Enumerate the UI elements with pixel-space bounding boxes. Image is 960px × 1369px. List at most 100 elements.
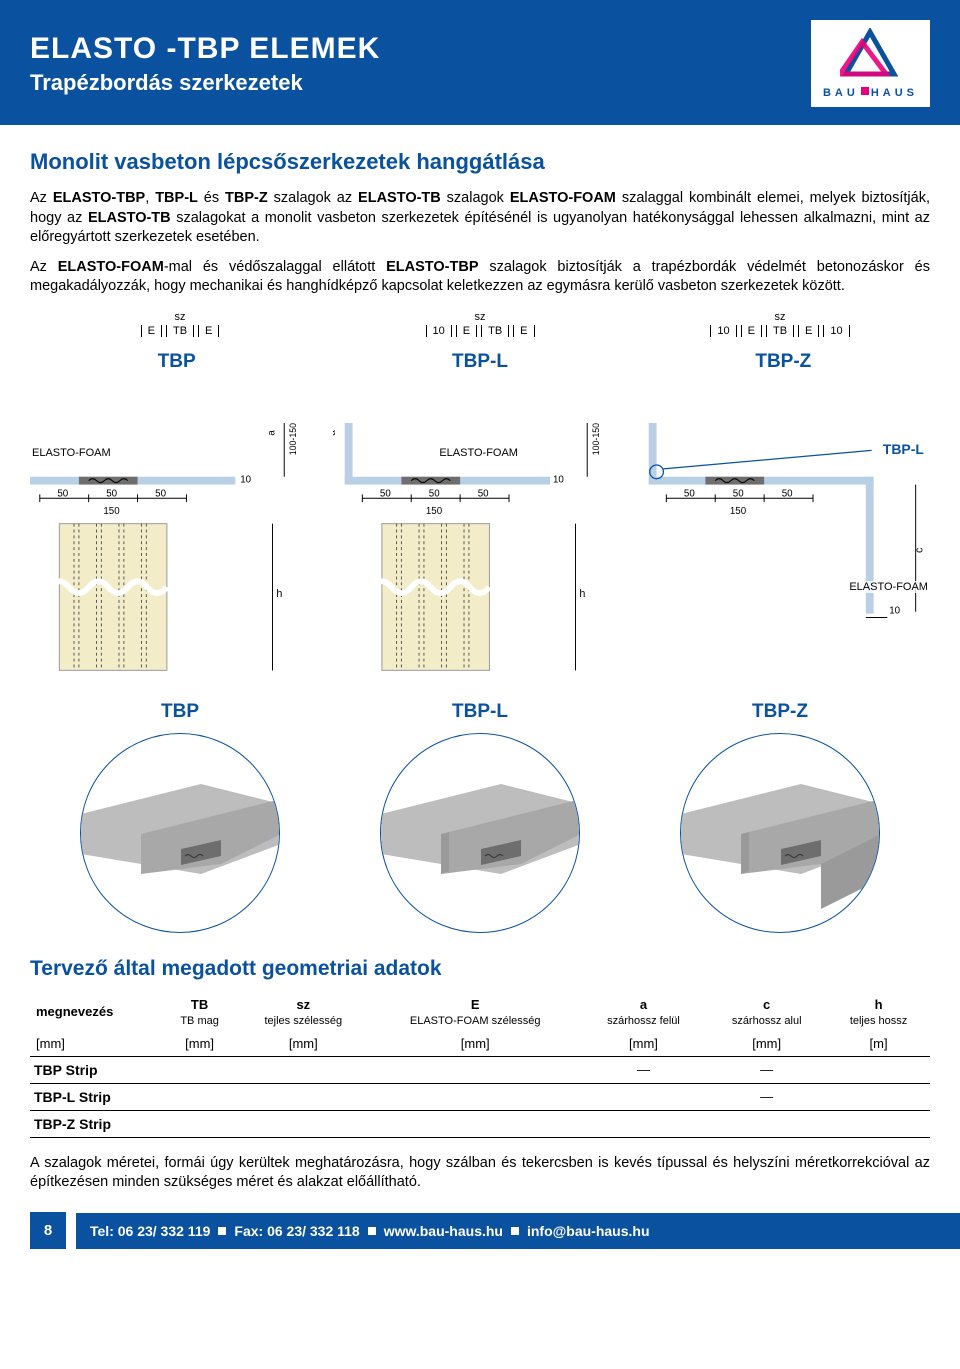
dim-sz: sz <box>775 311 786 323</box>
diagram-tbpl: TBP-L ELASTO-FOAM a 100-150 mm 10 50 5 <box>333 345 626 683</box>
col-a: aszárhossz felül <box>581 993 706 1031</box>
svg-text:50: 50 <box>380 488 391 499</box>
svg-text:100-150 mm: 100-150 mm <box>591 423 601 455</box>
dim-tb: TB <box>166 325 194 337</box>
svg-text:a: a <box>333 429 338 435</box>
logo-triangle-icon <box>840 28 900 78</box>
footer-contact-strip: Tel: 06 23/ 332 119 Fax: 06 23/ 332 118 … <box>76 1213 960 1249</box>
logo-text: BAU HAUS <box>823 87 918 99</box>
paragraph-2: Az ELASTO-FOAM-mal és védőszalaggal ellá… <box>30 258 930 297</box>
dim-tb: TB <box>766 325 794 337</box>
td-title: TBP <box>30 701 330 723</box>
diagram-tbp: TBP ELASTO-FOAM a 100-150 mm 10 <box>30 345 323 683</box>
svg-text:50: 50 <box>57 488 68 499</box>
table-row: TBP Strip — — <box>30 1056 930 1083</box>
table-row: TBP-L Strip — <box>30 1083 930 1110</box>
ef-label: ELASTO-FOAM <box>30 447 113 459</box>
dim-tb: TB <box>481 325 509 337</box>
page-header: ELASTO -TBP ELEMEK Trapézbordás szerkeze… <box>0 0 960 125</box>
td-tbpz: TBP-Z <box>630 701 930 933</box>
dim-10: 10 <box>710 325 736 337</box>
td-circle-tbpz <box>680 733 880 933</box>
svg-text:50: 50 <box>106 488 117 499</box>
table-unit-row: [mm] [mm] [mm] [mm] [mm] [mm] [m] <box>30 1031 930 1057</box>
table-header-row: megnevezés TBTB mag sztejles szélesség E… <box>30 993 930 1031</box>
dim-sz: sz <box>175 311 186 323</box>
footer-bar: 8 Tel: 06 23/ 332 119 Fax: 06 23/ 332 11… <box>0 1211 960 1251</box>
dim-group-tbpl: sz 10 E TB E <box>330 311 630 339</box>
ef-label: ELASTO-FOAM <box>847 581 930 593</box>
diagram-title: TBP-L <box>333 351 626 373</box>
tbpl-cross-section-icon: a 100-150 mm 10 50 50 50 150 <box>333 423 626 683</box>
tbpl-callout: TBP-L <box>883 441 924 457</box>
svg-text:150: 150 <box>103 506 120 517</box>
logo-left: BAU <box>823 87 859 99</box>
footer-email: info@bau-haus.hu <box>527 1223 650 1239</box>
dim-10: 10 <box>823 325 849 337</box>
diagram-title: TBP-Z <box>637 351 930 373</box>
td-title: TBP-Z <box>630 701 930 723</box>
svg-text:50: 50 <box>732 488 743 499</box>
dim-group-tbpz: sz 10 E TB E 10 <box>630 311 930 339</box>
header-titles: ELASTO -TBP ELEMEK Trapézbordás szerkeze… <box>30 32 380 96</box>
td-tbpl: TBP-L <box>330 701 630 933</box>
footer-tel: Tel: 06 23/ 332 119 <box>90 1223 210 1239</box>
dim-e: E <box>741 325 762 337</box>
ef-label: ELASTO-FOAM <box>437 447 520 459</box>
footer-fax: Fax: 06 23/ 332 118 <box>234 1223 359 1239</box>
td-tbp: TBP <box>30 701 330 933</box>
dim-group-tbp: sz E TB E <box>30 311 330 339</box>
dim-e: E <box>798 325 819 337</box>
col-tb: TBTB mag <box>162 993 237 1031</box>
svg-text:150: 150 <box>426 506 443 517</box>
svg-text:10: 10 <box>240 474 251 485</box>
diagram-tbpz: TBP-Z TBP-L ELASTO-FOAM 50 50 <box>637 345 930 683</box>
td-title: TBP-L <box>330 701 630 723</box>
col-e: EELASTO-FOAM szélesség <box>370 993 581 1031</box>
dim-sz: sz <box>475 311 486 323</box>
paragraph-1: Az ELASTO-TBP, TBP-L és TBP-Z szalagok a… <box>30 189 930 248</box>
td-circle-tbpl <box>380 733 580 933</box>
svg-text:100-150 mm: 100-150 mm <box>288 423 298 455</box>
logo-square-icon <box>861 87 869 95</box>
svg-text:10: 10 <box>889 605 900 616</box>
page-number: 8 <box>30 1212 66 1249</box>
dim-e: E <box>141 325 162 337</box>
svg-text:h: h <box>580 588 586 600</box>
brand-logo: BAU HAUS <box>811 20 930 107</box>
separator-icon <box>368 1227 376 1235</box>
top-dimension-row: sz E TB E sz 10 E TB E sz 10 E TB E 1 <box>30 311 930 339</box>
dim-e: E <box>456 325 477 337</box>
svg-text:50: 50 <box>478 488 489 499</box>
table-row: TBP-Z Strip <box>30 1110 930 1137</box>
svg-text:50: 50 <box>429 488 440 499</box>
footer-web: www.bau-haus.hu <box>384 1223 503 1239</box>
three-d-row: TBP TBP-L <box>30 701 930 933</box>
svg-text:150: 150 <box>730 506 747 517</box>
tbp-cross-section-icon: a 100-150 mm 10 50 50 <box>30 423 323 683</box>
main-content: Monolit vasbeton lépcsőszerkezetek hangg… <box>0 125 960 1138</box>
section-heading: Monolit vasbeton lépcsőszerkezetek hangg… <box>30 149 930 175</box>
tbp-3d-icon <box>81 734 280 933</box>
logo-right: HAUS <box>871 87 918 99</box>
svg-text:50: 50 <box>781 488 792 499</box>
geometry-table: megnevezés TBTB mag sztejles szélesség E… <box>30 993 930 1138</box>
td-circle-tbp <box>80 733 280 933</box>
page-title: ELASTO -TBP ELEMEK <box>30 32 380 66</box>
tbpz-3d-icon <box>681 734 880 933</box>
col-c: cszárhossz alul <box>706 993 827 1031</box>
diagrams-row: TBP ELASTO-FOAM a 100-150 mm 10 <box>30 345 930 683</box>
svg-text:h: h <box>276 588 282 600</box>
svg-text:a: a <box>266 429 277 435</box>
diagram-title: TBP <box>30 351 323 373</box>
separator-icon <box>511 1227 519 1235</box>
dim-10: 10 <box>426 325 452 337</box>
svg-text:50: 50 <box>155 488 166 499</box>
tbpz-cross-section-icon: 50 50 50 150 c 10 <box>637 423 930 683</box>
geo-table-title: Tervező által megadott geometriai adatok <box>30 957 930 981</box>
page-subtitle: Trapézbordás szerkezetek <box>30 70 380 96</box>
dim-e: E <box>513 325 534 337</box>
svg-text:10: 10 <box>553 474 564 485</box>
table-row <box>30 1137 930 1138</box>
col-name: megnevezés <box>30 993 162 1031</box>
